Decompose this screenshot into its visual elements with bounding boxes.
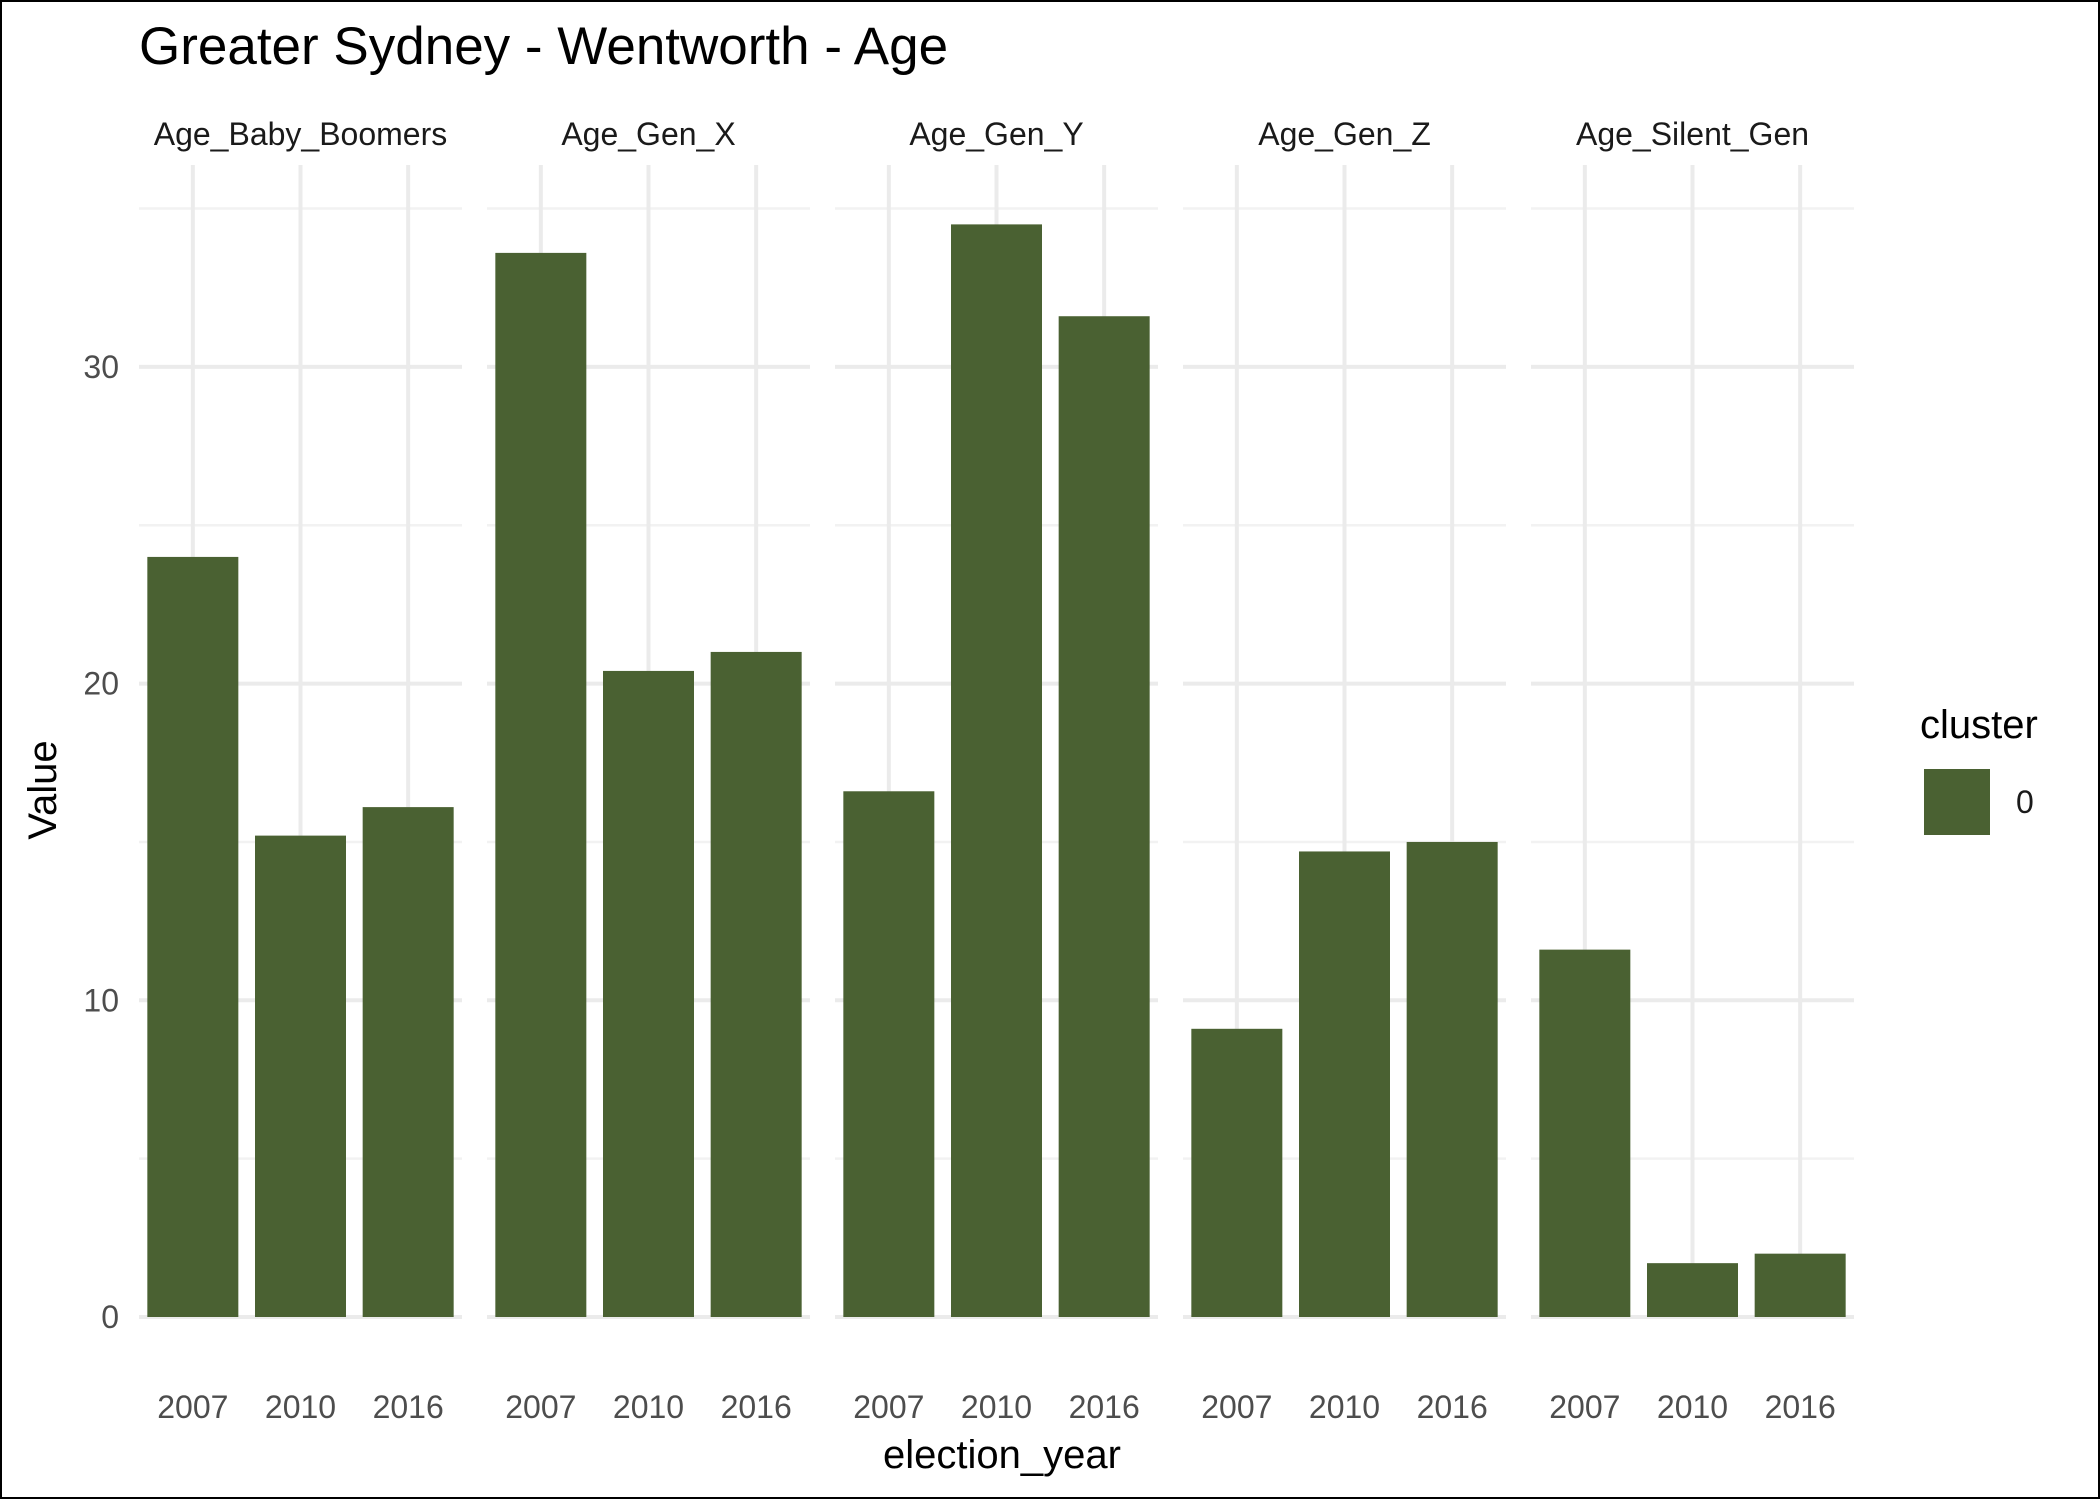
x-tick-label: 2007 [853,1389,924,1425]
bar-Age_Gen_Z-2010 [1299,851,1390,1317]
bar-Age_Silent_Gen-2016 [1754,1253,1846,1317]
x-tick-label: 2010 [265,1389,336,1425]
y-tick-label: 20 [83,666,119,702]
bar-Age_Baby_Boomers-2016 [362,807,454,1317]
facet-label: Age_Gen_X [561,116,735,152]
x-tick-label: 2007 [157,1389,228,1425]
x-tick-label: 2010 [961,1389,1032,1425]
bar-Age_Gen_Y-2010 [951,224,1042,1317]
x-tick-label: 2010 [1309,1389,1380,1425]
x-tick-label: 2016 [1417,1389,1488,1425]
bar-Age_Gen_X-2007 [495,252,587,1318]
y-tick-label: 30 [83,349,119,385]
bar-Age_Gen_X-2010 [603,670,694,1317]
x-tick-label: 2016 [721,1389,792,1425]
bar-Age_Silent_Gen-2010 [1647,1263,1738,1317]
x-axis-title: election_year [883,1433,1121,1477]
bar-Age_Silent_Gen-2007 [1539,949,1631,1317]
x-tick-label: 2007 [505,1389,576,1425]
x-tick-label: 2007 [1549,1389,1620,1425]
bar-layer [147,224,1846,1318]
text-layer: Greater Sydney - Wentworth - Age electio… [21,17,2038,1477]
bar-Age_Baby_Boomers-2007 [147,556,239,1317]
bar-Age_Gen_X-2016 [710,651,802,1317]
facet-label: Age_Gen_Y [909,116,1083,152]
bar-Age_Gen_Y-2007 [843,791,935,1317]
x-tick-label: 2016 [373,1389,444,1425]
chart-title: Greater Sydney - Wentworth - Age [139,17,948,76]
facet-label: Age_Baby_Boomers [154,116,448,152]
legend-title: cluster [1920,703,2038,747]
legend-key-0 [1924,769,1990,835]
legend-label-0: 0 [2016,784,2034,820]
x-tick-label: 2016 [1765,1389,1836,1425]
x-tick-label: 2007 [1201,1389,1272,1425]
x-tick-label: 2016 [1069,1389,1140,1425]
bar-Age_Gen_Z-2007 [1191,1028,1283,1317]
x-tick-label: 2010 [613,1389,684,1425]
y-axis-title: Value [21,740,65,839]
facet-label: Age_Gen_Z [1258,116,1431,152]
bar-Age_Gen_Z-2016 [1406,841,1498,1317]
y-tick-label: 0 [101,1299,119,1335]
x-tick-label: 2010 [1657,1389,1728,1425]
y-tick-label: 10 [83,982,119,1018]
bar-Age_Gen_Y-2016 [1058,316,1150,1317]
facet-label: Age_Silent_Gen [1576,116,1809,152]
bar-Age_Baby_Boomers-2010 [255,835,346,1317]
